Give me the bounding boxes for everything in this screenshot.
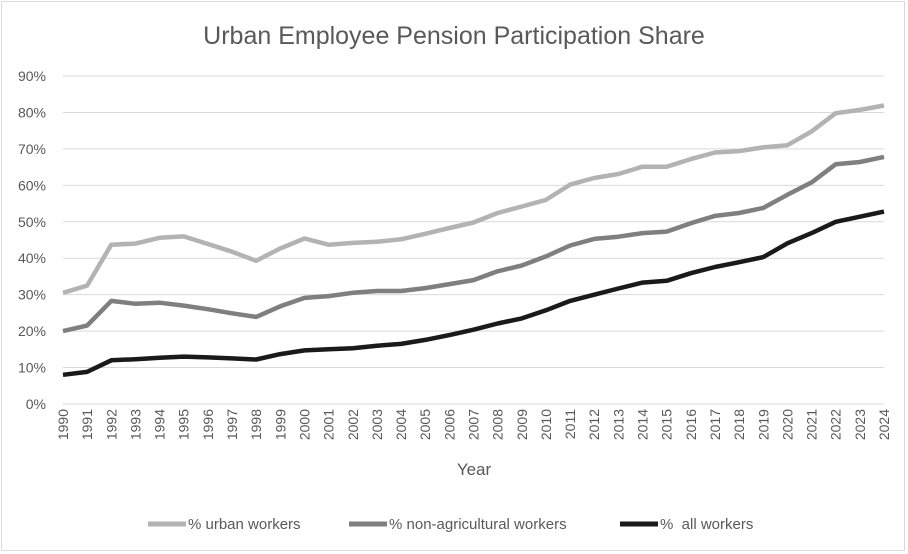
y-tick-label: 70% — [18, 141, 46, 157]
x-tick-label: 2004 — [393, 409, 409, 440]
series-lines — [62, 103, 885, 378]
x-tick-label: 2010 — [538, 409, 554, 440]
y-tick-label: 50% — [18, 214, 46, 230]
x-tick-label: 2001 — [321, 409, 337, 440]
gridlines — [63, 75, 884, 405]
x-tick-label: 1994 — [152, 409, 168, 440]
x-tick-label: 2017 — [707, 409, 723, 440]
y-tick-label: 80% — [18, 104, 46, 120]
x-tick-label: 1993 — [127, 409, 143, 440]
x-tick-label: 1990 — [55, 409, 71, 440]
x-tick-label: 2008 — [490, 409, 506, 440]
x-tick-label: 2022 — [828, 409, 844, 440]
y-tick-label: 10% — [18, 360, 46, 376]
x-tick-label: 2014 — [635, 409, 651, 440]
legend: % urban workers % non-agricultural worker… — [148, 516, 753, 533]
x-tick-label: 2018 — [731, 409, 747, 440]
y-tick-label: 20% — [18, 323, 46, 339]
x-tick-label: 2016 — [683, 409, 699, 440]
y-tick-label: 90% — [18, 68, 46, 84]
series-line — [62, 154, 885, 334]
y-axis-ticks: 0% 10% 20% 30% 40% 50% 60% 70% 80% 90% — [18, 68, 46, 412]
x-tick-label: 2012 — [586, 409, 602, 440]
x-tick-label: 2000 — [296, 409, 312, 440]
chart-title: Urban Employee Pension Participation Sha… — [203, 22, 705, 50]
x-tick-label: 2015 — [659, 409, 675, 440]
series-line — [62, 103, 885, 295]
x-tick-label: 2007 — [466, 409, 482, 440]
x-tick-label: 1999 — [272, 409, 288, 440]
x-tick-label: 1991 — [79, 409, 95, 440]
x-tick-label: 2013 — [610, 409, 626, 440]
x-tick-label: 2002 — [345, 409, 361, 440]
x-tick-label: 2009 — [514, 409, 530, 440]
x-tick-label: 2023 — [852, 409, 868, 440]
legend-label: % urban workers — [188, 516, 301, 533]
x-tick-label: 1995 — [176, 409, 192, 440]
y-tick-label: 30% — [18, 287, 46, 303]
x-tick-label: 2024 — [876, 409, 892, 440]
x-axis-ticks: 1990 1991 1992 1993 1994 1995 1996 1997 1998 1999… — [55, 409, 892, 440]
x-tick-label: 2011 — [562, 409, 578, 439]
legend-label: % all workers — [660, 516, 753, 533]
x-tick-label: 1992 — [103, 409, 119, 440]
x-tick-label: 2020 — [779, 409, 795, 440]
series-line — [62, 209, 885, 378]
legend-label: % non-agricultural workers — [389, 516, 567, 533]
x-tick-label: 2006 — [441, 409, 457, 440]
y-tick-label: 60% — [18, 177, 46, 193]
x-tick-label: 1997 — [224, 409, 240, 440]
x-tick-label: 1996 — [200, 409, 216, 440]
y-tick-label: 40% — [18, 250, 46, 266]
x-tick-label: 2003 — [369, 409, 385, 440]
x-tick-label: 2005 — [417, 409, 433, 440]
x-tick-label: 1998 — [248, 409, 264, 440]
x-axis-title: Year — [457, 460, 492, 479]
x-tick-label: 2021 — [804, 409, 820, 440]
x-tick-label: 2019 — [755, 409, 771, 440]
y-tick-label: 0% — [26, 396, 46, 412]
